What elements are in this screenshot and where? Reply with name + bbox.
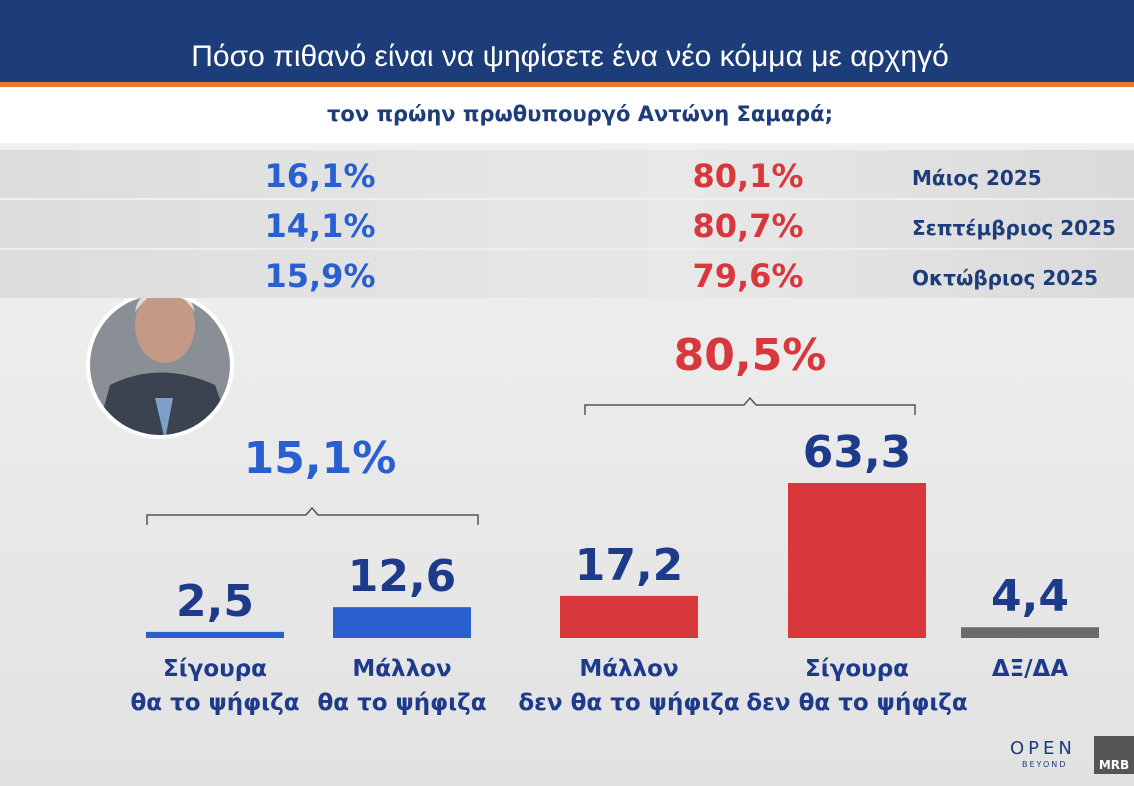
- bar: [333, 607, 471, 638]
- accent-line: [0, 82, 1134, 87]
- value-label: 63,3: [803, 427, 912, 478]
- title-bar: [0, 0, 1134, 82]
- subtitle-band: [0, 87, 1134, 143]
- subtitle: τον πρώην πρωθυπουργό Αντώνη Σαμαρά;: [327, 102, 833, 126]
- red-percent: 79,6%: [692, 257, 804, 295]
- table-row: [0, 250, 1134, 298]
- table-row: [0, 200, 1134, 248]
- group-bracket: [146, 506, 479, 525]
- source-logo: MRB: [1094, 736, 1134, 774]
- blue-percent: 14,1%: [264, 207, 376, 245]
- bar: [788, 483, 926, 638]
- logo: OPEN: [1010, 738, 1076, 759]
- group-total: 80,5%: [674, 330, 827, 381]
- bar: [560, 595, 698, 638]
- blue-percent: 16,1%: [264, 157, 376, 195]
- red-percent: 80,7%: [692, 207, 804, 245]
- group-bracket: [584, 396, 916, 415]
- period: Σεπτέμβριος 2025: [912, 216, 1116, 240]
- value-label: 17,2: [575, 540, 684, 591]
- category-label: Σίγουρα δεν θα το ψήφιζα: [746, 656, 968, 716]
- period: Οκτώβριος 2025: [912, 266, 1099, 290]
- value-label: 4,4: [991, 571, 1069, 622]
- category-label: Σίγουρα θα το ψήφιζα: [130, 656, 300, 716]
- value-label: 2,5: [176, 576, 254, 627]
- category-label: ΔΞ/ΔΑ: [991, 656, 1069, 682]
- category-label: Μάλλον δεν θα το ψήφιζα: [518, 656, 740, 716]
- group-total: 15,1%: [244, 433, 397, 484]
- bar: [961, 627, 1099, 638]
- category-label: Μάλλον θα το ψήφιζα: [317, 656, 487, 716]
- blue-percent: 15,9%: [264, 257, 376, 295]
- red-percent: 80,1%: [692, 157, 804, 195]
- logo-sub: BEYOND: [1022, 760, 1068, 769]
- value-label: 12,6: [348, 551, 457, 602]
- bar: [146, 631, 284, 638]
- period: Μάιος 2025: [912, 166, 1042, 190]
- title: Πόσο πιθανό είναι να ψηφίσετε ένα νέο κό…: [191, 40, 949, 73]
- photo: [90, 295, 230, 435]
- table-row: [0, 150, 1134, 198]
